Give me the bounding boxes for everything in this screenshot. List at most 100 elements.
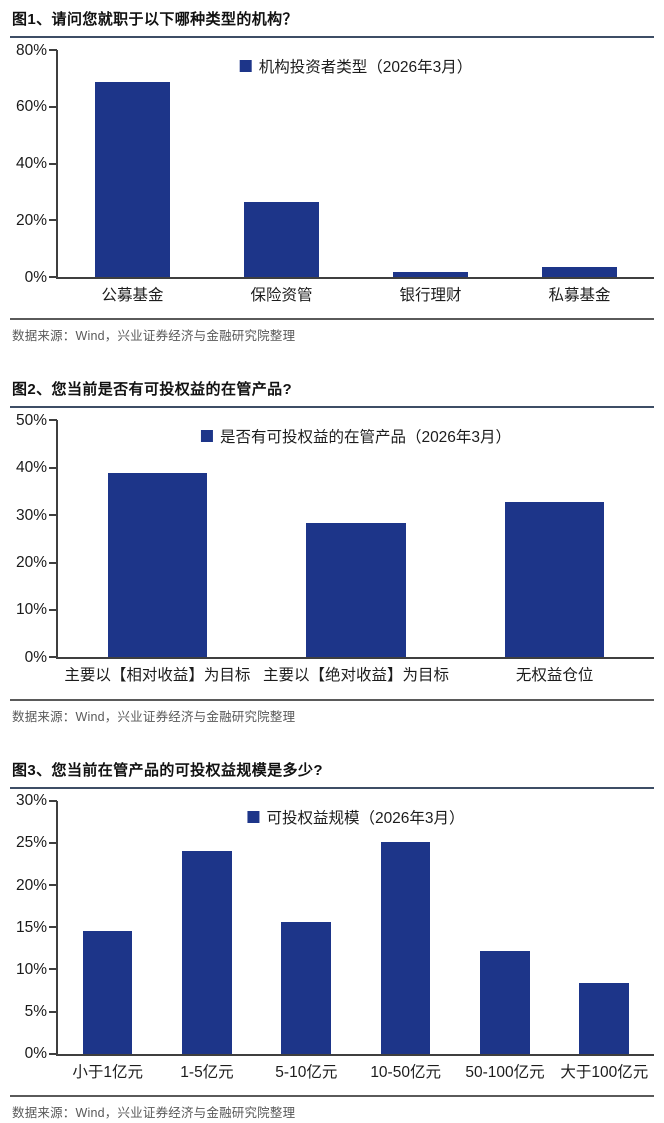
legend-label: 机构投资者类型（2026年3月） (258, 59, 473, 76)
chart-canvas: 0% 20% 40% 60% 80% 机构投资者类型（2026年3月） (10, 42, 654, 284)
x-axis-category-label: 保险资管 (250, 287, 313, 304)
x-axis-category-label: 10-50亿元 (370, 1063, 441, 1081)
bar-1-4 (542, 266, 617, 277)
y-axis-tick-label: 10% (15, 601, 47, 619)
figure-2-block: 图2、您当前是否有可投权益的在管产品? 0% 10% 20% 30% 40% 50% 是否有可… (0, 376, 664, 726)
chart-canvas: 0% 5% 10% 15% 20% 25% 30% 可投权益规模（2026年3月） (10, 793, 654, 1061)
legend-marker-icon (239, 60, 252, 72)
y-axis-tick-label: 20% (15, 876, 47, 894)
y-axis-tick (49, 419, 57, 422)
bar-slot (257, 801, 356, 1054)
data-source-note: 数据来源：Wind，兴业证券经济与金融研究院整理 (10, 318, 654, 346)
x-axis-category-label: 主要以【相对收益】为目标 (64, 667, 251, 685)
y-axis-tick-label: 20% (15, 553, 47, 571)
y-axis-tick-label: 40% (15, 154, 47, 172)
legend-marker-icon (247, 810, 260, 823)
x-axis-category-label: 主要以【绝对收益】为目标 (262, 667, 450, 685)
bar-slot (207, 50, 356, 277)
x-axis-category-label: 私募基金 (548, 287, 611, 304)
chart-canvas: 0% 10% 20% 30% 40% 50% 是否有可投权益的在管产品（2026年3月） (10, 413, 654, 665)
x-axis-category-label: 无权益仓位 (515, 667, 594, 685)
bar-slot (58, 801, 157, 1054)
figure-title: 图3、您当前在管产品的可投权益规模是多少? (10, 757, 654, 789)
y-axis-tick-label: 0% (24, 1045, 47, 1062)
y-axis-tick (49, 968, 57, 971)
y-axis-tick (49, 276, 57, 278)
y-axis-tick (49, 49, 57, 51)
y-axis-tick (49, 219, 57, 222)
x-axis-category-label: 5-10亿元 (275, 1063, 338, 1081)
x-axis-category-label: 1-5亿元 (180, 1063, 234, 1081)
legend-marker-icon (200, 430, 213, 443)
x-axis-category-label: 小于1亿元 (72, 1063, 143, 1081)
y-axis-tick-label: 0% (24, 648, 47, 666)
data-source-note: 数据来源：Wind，兴业证券经济与金融研究院整理 (10, 698, 654, 727)
bar-3-1 (82, 931, 133, 1054)
bar-1-3 (393, 272, 468, 277)
x-axis-category-label: 50-100亿元 (465, 1063, 545, 1081)
figure-3-block: 图3、您当前在管产品的可投权益规模是多少? 0% 5% 10% 15% 20% 25% 30%… (0, 757, 664, 1123)
x-axis-category: 私募基金 (505, 286, 654, 305)
bar-3-4 (380, 842, 431, 1054)
y-axis-tick-label: 80% (15, 41, 47, 59)
x-axis-category-label: 公募基金 (101, 287, 164, 304)
x-axis-category: 主要以【绝对收益】为目标 (257, 666, 456, 685)
y-axis-tick (49, 1010, 57, 1013)
y-axis-labels: 0% 10% 20% 30% 40% 50% (10, 413, 56, 665)
x-axis-category-label: 大于100亿元 (560, 1063, 649, 1081)
bar-slot (455, 801, 554, 1054)
bar-slot (58, 420, 257, 658)
x-axis-category: 无权益仓位 (455, 666, 654, 685)
y-axis-tick-label: 50% (15, 411, 47, 429)
y-axis-tick-label: 20% (15, 211, 47, 229)
y-axis-tick-label: 40% (15, 459, 47, 477)
bar-2-1 (107, 473, 207, 658)
x-axis-category: 1-5亿元 (157, 1063, 256, 1082)
x-axis-labels: 公募基金 保险资管 银行理财 私募基金 (10, 286, 654, 305)
y-axis-tick (49, 799, 57, 802)
legend-label: 是否有可投权益的在管产品（2026年3月） (219, 429, 512, 447)
y-axis-tick-label: 5% (24, 1002, 47, 1020)
bar-slot (58, 50, 207, 277)
bar-3-5 (480, 950, 530, 1054)
y-axis-tick (49, 561, 57, 564)
y-axis-tick (49, 1052, 57, 1055)
bars-container (58, 801, 654, 1054)
bars-container (58, 50, 654, 277)
bar-2-2 (306, 523, 406, 658)
x-axis-spacer (10, 1063, 58, 1082)
y-axis-tick (49, 514, 57, 517)
bar-slot (555, 801, 654, 1054)
bar-3-3 (281, 922, 332, 1054)
y-axis-tick-label: 10% (15, 960, 47, 978)
figure-title: 图1、请问您就职于以下哪种类型的机构？ (10, 6, 654, 38)
y-axis-tick (49, 608, 57, 611)
bar-3-2 (182, 851, 232, 1054)
x-axis-category: 大于100亿元 (555, 1063, 654, 1082)
y-axis-tick (49, 162, 57, 165)
x-axis-category: 小于1亿元 (58, 1063, 157, 1082)
chart-legend: 可投权益规模（2026年3月） (247, 806, 465, 828)
bar-1-2 (244, 201, 319, 277)
y-axis-tick (49, 466, 57, 469)
plot-area: 可投权益规模（2026年3月） (49, 799, 654, 1056)
x-axis-category-label: 银行理财 (399, 287, 462, 304)
bar-2-3 (505, 501, 605, 658)
y-axis-tick-label: 30% (15, 506, 47, 524)
bar-slot (356, 50, 505, 277)
plot-area: 机构投资者类型（2026年3月） (49, 49, 654, 279)
x-axis-spacer (10, 286, 58, 305)
bar-3-6 (579, 982, 630, 1054)
y-axis-tick (49, 841, 57, 844)
bar-1-1 (95, 81, 170, 277)
y-axis-tick-label: 30% (15, 792, 47, 809)
y-axis-tick (49, 884, 57, 887)
figure-1-block: 图1、请问您就职于以下哪种类型的机构？ 0% 20% 40% 60% 80% 机构投资者类型… (0, 6, 664, 346)
x-axis-labels: 小于1亿元 1-5亿元 5-10亿元 10-50亿元 50-100亿元 大于100亿元 (10, 1063, 654, 1082)
bar-slot (356, 801, 455, 1054)
chart-legend: 是否有可投权益的在管产品（2026年3月） (200, 425, 512, 447)
bar-slot (505, 50, 654, 277)
y-axis-tick (49, 656, 57, 659)
legend-label: 可投权益规模（2026年3月） (266, 809, 465, 827)
x-axis-spacer (10, 666, 58, 685)
